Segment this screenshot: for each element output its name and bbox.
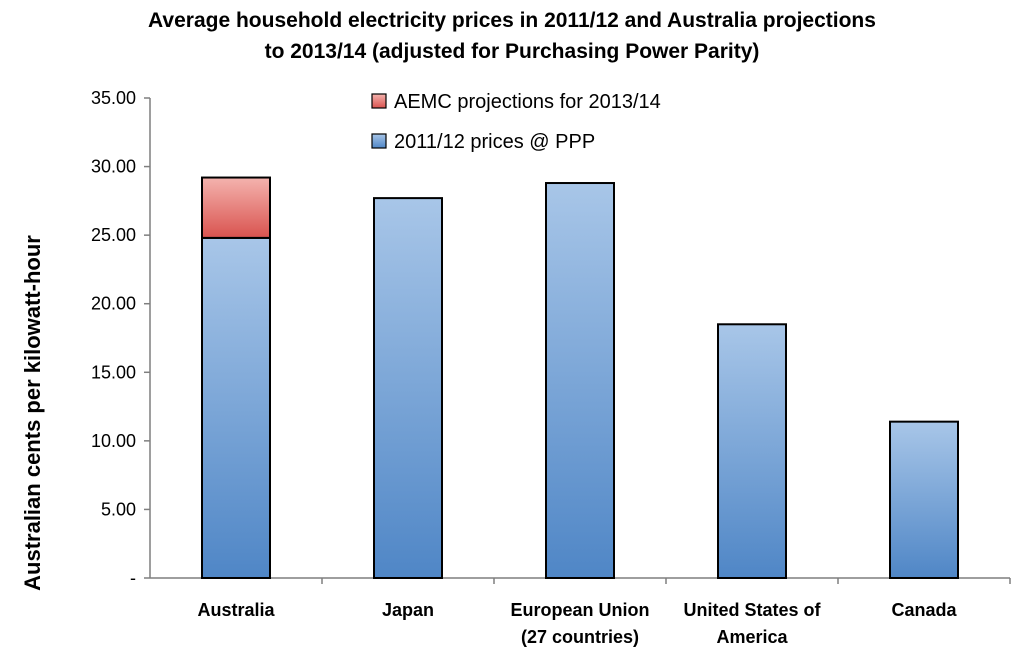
y-tick-label: 15.00 [91, 362, 136, 382]
bar-aemc-projection [201, 176, 271, 239]
x-axis-categories: Australia Japan European Union (27 countrie… [197, 578, 1011, 647]
bar-prices-2011-12 [717, 323, 787, 579]
legend: AEMC projections for 2013/14 2011/12 pric… [371, 91, 661, 153]
y-axis-ticks: - 5.00 10.00 15.00 20.00 25.00 30.00 35.00 [91, 88, 150, 588]
y-tick-label: 5.00 [101, 499, 136, 519]
y-axis-label: Australian cents per kilowatt-hour [20, 235, 45, 591]
category-label: Japan [382, 600, 434, 620]
y-tick-label: 10.00 [91, 431, 136, 451]
bars [201, 176, 959, 579]
legend-swatch [371, 93, 387, 109]
chart-title-line-1: Average household electricity prices in … [148, 9, 876, 32]
category-label: America [716, 627, 788, 647]
bar-prices-2011-12 [201, 236, 271, 579]
bar-prices-2011-12 [889, 420, 959, 579]
y-tick-label: 25.00 [91, 225, 136, 245]
legend-label: 2011/12 prices @ PPP [394, 131, 595, 153]
category-label: Australia [197, 600, 275, 620]
bar-prices-2011-12 [545, 182, 615, 579]
y-tick-label: - [130, 568, 136, 588]
y-tick-label: 30.00 [91, 157, 136, 177]
chart-title: Average household electricity prices in … [148, 9, 876, 63]
bar-prices-2011-12 [373, 197, 443, 579]
y-tick-label: 20.00 [91, 294, 136, 314]
category-label: (27 countries) [521, 627, 639, 647]
category-label: Canada [891, 600, 957, 620]
y-tick-label: 35.00 [91, 88, 136, 108]
category-label: United States of [683, 600, 821, 620]
chart-title-line-2: to 2013/14 (adjusted for Purchasing Powe… [265, 40, 760, 63]
legend-label: AEMC projections for 2013/14 [394, 91, 661, 113]
legend-swatch [371, 133, 387, 149]
category-label: European Union [511, 600, 650, 620]
